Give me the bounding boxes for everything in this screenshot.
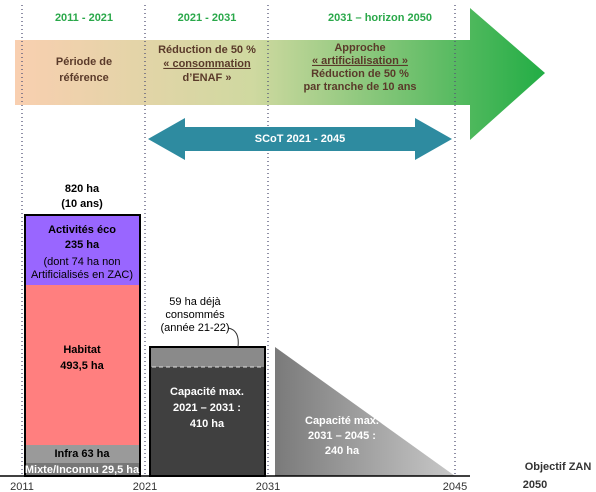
segment-label: Mixte/Inconnu 29,5 ha xyxy=(25,464,140,476)
period: 2011 - 2021 xyxy=(55,12,113,24)
phase-text: « consommation xyxy=(163,58,251,70)
phase-text: Réduction de 50 % xyxy=(311,68,409,80)
phase-text: d’ENAF » xyxy=(183,72,232,84)
segment-label: Infra 63 ha xyxy=(54,448,110,460)
phase-text: Approche xyxy=(334,42,385,54)
callout-text: consommés xyxy=(165,309,225,321)
capacity-label: Capacité max. xyxy=(170,386,244,398)
scot-label: SCoT 2021 - 2045 xyxy=(255,133,346,145)
dividers xyxy=(21,5,456,476)
objective-label: 2050 xyxy=(523,479,547,491)
capacity-label: Capacité max. xyxy=(305,415,379,427)
year-label: 2021 xyxy=(133,481,157,492)
callout-line xyxy=(227,327,239,348)
capacity-label: 410 ha xyxy=(190,418,225,430)
segment-mixte xyxy=(25,463,140,476)
total-label: 820 ha xyxy=(65,183,100,195)
capacity-label: 2031 – 2045 : xyxy=(308,430,376,442)
phase-text: « artificialisation » xyxy=(312,55,408,67)
segment-note: (dont 74 ha non xyxy=(43,256,120,268)
segment-activites xyxy=(25,215,140,285)
segment-infra xyxy=(25,445,140,463)
segment-note: Artificialisés en ZAC) xyxy=(31,269,133,281)
phase-text: référence xyxy=(59,72,109,84)
segment-label: Habitat xyxy=(63,344,101,356)
period: 2021 - 2031 xyxy=(178,12,237,24)
year-label: 2045 xyxy=(443,481,467,492)
callout-text: 59 ha déjà xyxy=(169,296,221,308)
capacity-label: 240 ha xyxy=(325,445,360,457)
capacity-label: 2021 – 2031 : xyxy=(173,402,241,414)
period: 2031 – horizon 2050 xyxy=(328,12,432,24)
segment-label: 493,5 ha xyxy=(60,360,104,372)
year-label: 2011 xyxy=(10,481,34,492)
capacity-triangle xyxy=(275,347,455,476)
timeline-arrow xyxy=(15,8,545,140)
phase-text: Période de xyxy=(56,56,112,68)
objective-label: Objectif ZAN xyxy=(525,461,592,473)
consumed-block xyxy=(150,347,265,367)
segment-habitat xyxy=(25,285,140,445)
scot-arrow xyxy=(148,118,452,160)
segment-label: 235 ha xyxy=(65,239,100,251)
year-label: 2031 xyxy=(256,481,280,492)
segment-label: Activités éco xyxy=(48,224,116,236)
phase-text: Réduction de 50 % xyxy=(158,44,256,56)
total-label: (10 ans) xyxy=(61,198,103,210)
phase-text: par tranche de 10 ans xyxy=(303,81,416,93)
capacity-block xyxy=(150,367,265,476)
callout-text: (année 21-22) xyxy=(160,322,229,334)
